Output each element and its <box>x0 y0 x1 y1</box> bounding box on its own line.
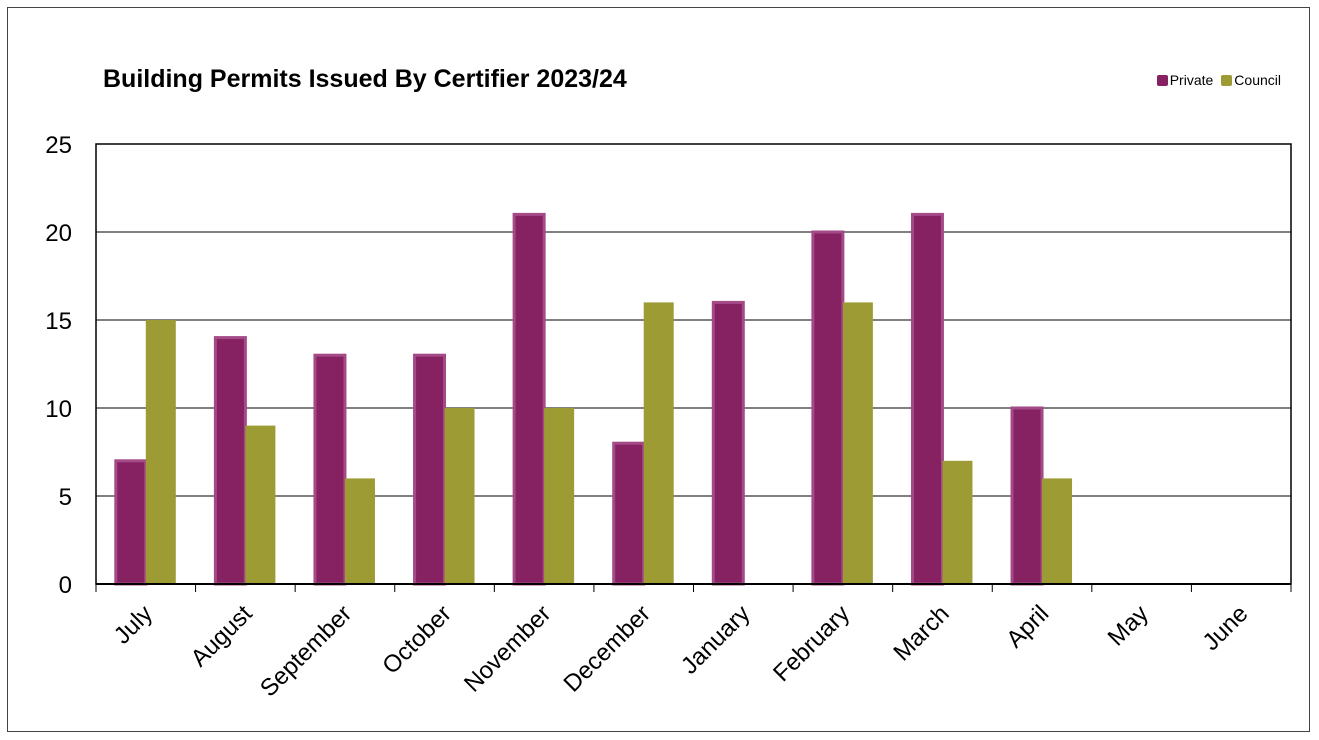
x-tick-label: December <box>559 600 656 697</box>
bar-council <box>544 408 575 584</box>
x-tick-label: October <box>377 600 456 679</box>
legend-swatch-council <box>1221 74 1233 86</box>
x-tick-label: July <box>109 600 158 649</box>
legend-swatch-private <box>1156 74 1168 86</box>
bar-council <box>942 460 973 584</box>
y-tick-label: 10 <box>45 396 72 423</box>
x-tick-label: May <box>1103 600 1154 651</box>
bar-council <box>842 302 873 584</box>
bar-private-rect <box>612 441 646 586</box>
bar-council-rect <box>145 320 176 584</box>
bar-private-rect <box>512 212 546 586</box>
y-tick-label: 20 <box>45 220 72 247</box>
x-tick-label: September <box>255 600 357 702</box>
bar-council <box>145 320 176 584</box>
bar-council-rect <box>842 302 873 584</box>
bar-private-rect <box>213 336 247 586</box>
bar-private <box>512 212 546 586</box>
legend-label-council: Council <box>1234 72 1281 88</box>
chart-title: Building Permits Issued By Certifier 202… <box>103 65 627 93</box>
bar-private <box>910 212 944 586</box>
x-tick-label: June <box>1198 600 1254 656</box>
bar-private <box>413 353 447 586</box>
bar-council-rect <box>344 478 375 584</box>
legend-label-private: Private <box>1169 72 1214 88</box>
x-tick-label: February <box>768 600 855 687</box>
bar-private-rect <box>413 353 447 586</box>
bar-council-rect <box>1042 478 1073 584</box>
bar-council-rect <box>544 408 575 584</box>
bar-council <box>344 478 375 584</box>
bar-council-rect <box>643 302 674 584</box>
bar-private-rect <box>1010 406 1044 586</box>
bar-private <box>1010 406 1044 586</box>
legend-item-private: Private <box>1156 72 1214 88</box>
bar-council-rect <box>942 460 973 584</box>
x-tick-label: January <box>676 600 755 679</box>
y-tick-label: 5 <box>59 484 72 511</box>
x-tick-label: April <box>1001 600 1054 653</box>
x-tick-label: November <box>459 600 556 697</box>
chart-legend: Private Council <box>1156 72 1281 88</box>
bar-private-rect <box>313 353 347 586</box>
bar-council-rect <box>444 408 475 584</box>
bar-council <box>1042 478 1073 584</box>
bar-council <box>444 408 475 584</box>
y-tick-label: 25 <box>45 132 72 159</box>
bar-private-rect <box>910 212 944 586</box>
bar-council <box>245 425 276 584</box>
y-tick-label: 15 <box>45 308 72 335</box>
bar-private-rect <box>811 230 845 586</box>
bar-private <box>811 230 845 586</box>
bar-private-rect <box>711 300 745 586</box>
bar-private <box>711 300 745 586</box>
legend-item-council: Council <box>1221 72 1281 88</box>
x-tick-label: August <box>186 600 258 672</box>
bar-private <box>612 441 646 586</box>
bar-private <box>114 459 148 586</box>
y-tick-label: 0 <box>59 572 72 599</box>
bar-council <box>643 302 674 584</box>
bar-private <box>313 353 347 586</box>
bar-council-rect <box>245 425 276 584</box>
bar-private-rect <box>114 459 148 586</box>
bar-private <box>213 336 247 586</box>
x-tick-label: March <box>888 600 954 666</box>
